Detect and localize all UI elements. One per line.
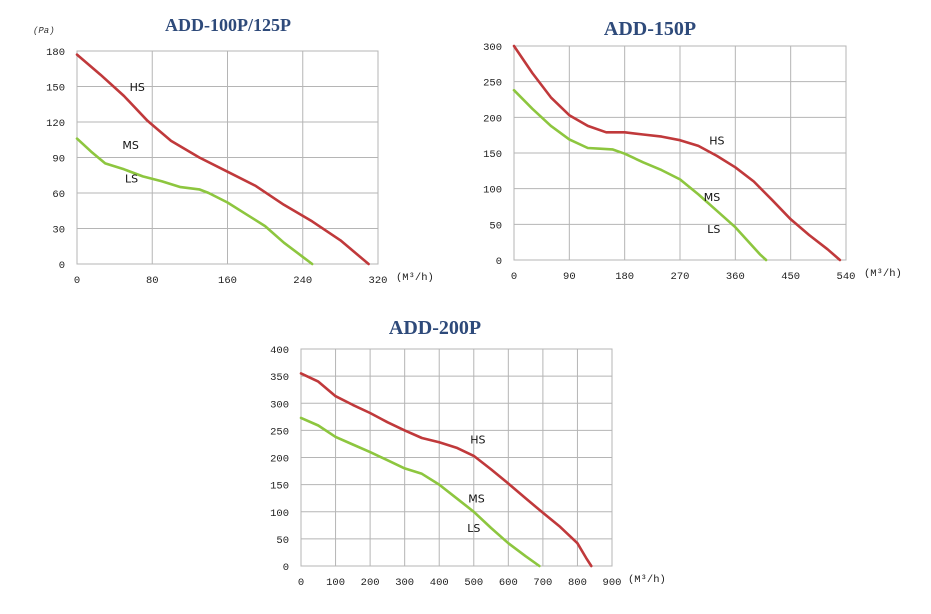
y-tick-label: 30 <box>52 225 65 237</box>
x-tick-label: 900 <box>603 577 622 589</box>
x-tick-label: 540 <box>837 271 856 283</box>
x-tick-label: 800 <box>568 577 587 589</box>
y-tick-label: 150 <box>46 83 65 95</box>
y-tick-label: 90 <box>52 154 65 166</box>
y-tick-label: 0 <box>59 260 65 272</box>
curve-label-ls: LS <box>467 522 480 535</box>
y-tick-label: 50 <box>489 220 502 232</box>
y-tick-label: 100 <box>270 508 289 520</box>
curve-label-hs: HS <box>470 433 485 446</box>
y-tick-label: 300 <box>483 42 502 54</box>
y-tick-label: 0 <box>283 562 289 574</box>
x-axis-unit: (M³/h) <box>864 268 902 280</box>
y-tick-label: 200 <box>270 454 289 466</box>
x-tick-label: 400 <box>430 577 449 589</box>
y-tick-label: 100 <box>483 185 502 197</box>
y-tick-label: 250 <box>483 78 502 90</box>
x-axis-unit: (M³/h) <box>396 272 434 284</box>
x-axis-unit: (M³/h) <box>628 574 666 586</box>
x-tick-label: 240 <box>293 275 312 287</box>
x-tick-label: 100 <box>326 577 345 589</box>
y-tick-label: 400 <box>270 345 289 357</box>
x-tick-label: 0 <box>74 275 80 287</box>
x-tick-label: 360 <box>726 271 745 283</box>
y-tick-label: 50 <box>276 535 289 547</box>
x-tick-label: 0 <box>298 577 304 589</box>
y-tick-label: 120 <box>46 118 65 130</box>
curve-label-ls: LS <box>707 223 720 236</box>
y-tick-label: 200 <box>483 113 502 125</box>
series-line-hs <box>299 372 593 568</box>
x-tick-label: 320 <box>369 275 388 287</box>
series-line-ms <box>512 88 768 262</box>
series-line-ms <box>299 416 541 568</box>
curve-label-hs: HS <box>130 81 145 94</box>
y-tick-label: 150 <box>270 481 289 493</box>
x-tick-label: 160 <box>218 275 237 287</box>
curve-label-hs: HS <box>709 134 724 147</box>
y-tick-label: 250 <box>270 426 289 438</box>
y-tick-label: 300 <box>270 399 289 411</box>
chart-title: ADD-150P <box>604 18 696 40</box>
x-tick-label: 200 <box>361 577 380 589</box>
y-tick-label: 150 <box>483 149 502 161</box>
series-line-hs <box>75 53 370 266</box>
curve-label-ms: MS <box>704 191 720 204</box>
x-tick-label: 180 <box>615 271 634 283</box>
y-tick-label: 180 <box>46 47 65 59</box>
y-tick-label: 350 <box>270 372 289 384</box>
x-tick-label: 450 <box>781 271 800 283</box>
curve-label-ms: MS <box>122 139 138 152</box>
y-axis-unit: (Pa) <box>33 26 55 36</box>
series-line-ms <box>75 137 314 266</box>
x-tick-label: 600 <box>499 577 518 589</box>
x-tick-label: 80 <box>146 275 159 287</box>
x-tick-label: 270 <box>671 271 690 283</box>
y-tick-label: 60 <box>52 189 65 201</box>
x-tick-label: 700 <box>533 577 552 589</box>
chart-title: ADD-100P/125P <box>165 15 291 35</box>
curve-label-ms: MS <box>468 493 484 506</box>
x-tick-label: 90 <box>563 271 576 283</box>
chart-add-100p-125p: 0 80 160 240 320 0 30 60 90 120 150 180 HS MS LS ADD-10… <box>33 15 434 287</box>
x-tick-label: 0 <box>511 271 517 283</box>
chart-title: ADD-200P <box>389 317 481 339</box>
series-line-hs <box>512 44 842 262</box>
x-tick-label: 500 <box>464 577 483 589</box>
y-tick-label: 0 <box>496 256 502 268</box>
chart-add-150p: 0 90 180 270 360 450 540 0 50 100 150 200 250 300 HS MS… <box>483 18 902 283</box>
chart-add-200p: 0 100 200 300 400 500 600 700 800 900 0 50 100 150 200… <box>270 317 666 589</box>
curve-label-ls: LS <box>125 172 138 185</box>
x-tick-label: 300 <box>395 577 414 589</box>
